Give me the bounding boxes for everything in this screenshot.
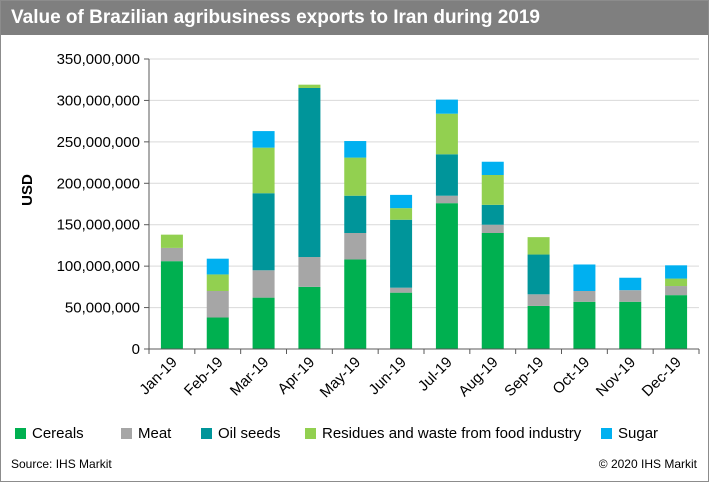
x-tick-label: Jan-19 — [136, 354, 180, 398]
bar-meat-jul-19 — [435, 195, 458, 204]
legend-swatch — [121, 428, 132, 439]
bar-oil-seeds-sep-19 — [527, 254, 550, 295]
legend-label: Residues and waste from food industry — [322, 425, 582, 442]
x-tick-label: Feb-19 — [181, 354, 227, 400]
bar-cereals-feb-19 — [206, 317, 229, 349]
bar-cereals-nov-19 — [619, 301, 642, 349]
x-tick-label: Mar-19 — [227, 354, 273, 400]
x-tick-label: Oct-19 — [549, 354, 593, 398]
x-tick-label: Aug-19 — [455, 354, 501, 400]
x-tick-label: Nov-19 — [593, 354, 639, 400]
bar-oil-seeds-aug-19 — [481, 204, 504, 225]
bar-meat-jun-19 — [390, 287, 413, 293]
legend-swatch — [601, 428, 612, 439]
bar-cereals-apr-19 — [298, 286, 321, 349]
bar-meat-dec-19 — [665, 286, 688, 296]
legend-swatch — [201, 428, 212, 439]
bar-meat-mar-19 — [252, 270, 275, 298]
bar-residues-and-waste-from-food-industry-feb-19 — [206, 274, 229, 291]
bar-residues-and-waste-from-food-industry-sep-19 — [527, 237, 550, 255]
legend-item-meat: Meat — [121, 425, 171, 442]
legend-swatch — [15, 428, 26, 439]
y-tick-label: 250,000,000 — [57, 134, 140, 151]
bar-meat-jan-19 — [160, 247, 183, 262]
x-tick-label: May-19 — [317, 354, 364, 401]
y-tick-label: 100,000,000 — [57, 258, 140, 275]
legend-item-oil-seeds: Oil seeds — [201, 425, 281, 442]
bar-sugar-feb-19 — [206, 258, 229, 275]
bar-cereals-jul-19 — [435, 203, 458, 349]
bar-meat-may-19 — [344, 233, 367, 260]
bar-sugar-may-19 — [344, 141, 367, 158]
bar-meat-nov-19 — [619, 290, 642, 302]
bar-sugar-oct-19 — [573, 264, 596, 291]
bar-sugar-aug-19 — [481, 161, 504, 175]
bar-residues-and-waste-from-food-industry-aug-19 — [481, 175, 504, 205]
x-tick-label: Dec-19 — [639, 354, 685, 400]
legend-swatch — [305, 428, 316, 439]
bar-sugar-nov-19 — [619, 277, 642, 291]
bar-cereals-oct-19 — [573, 301, 596, 349]
y-tick-label: 50,000,000 — [65, 300, 140, 317]
bar-oil-seeds-apr-19 — [298, 88, 321, 258]
bar-residues-and-waste-from-food-industry-may-19 — [344, 157, 367, 196]
chart-title: Value of Brazilian agribusiness exports … — [11, 7, 540, 28]
bar-meat-oct-19 — [573, 291, 596, 302]
bar-residues-and-waste-from-food-industry-jun-19 — [390, 208, 413, 220]
legend-label: Sugar — [618, 425, 659, 442]
bar-residues-and-waste-from-food-industry-jul-19 — [435, 113, 458, 155]
legend-item-sugar: Sugar — [601, 425, 658, 442]
bar-meat-aug-19 — [481, 224, 504, 233]
bar-sugar-jul-19 — [435, 99, 458, 114]
bars — [160, 84, 688, 349]
legend: Cereals Meat Oil seeds Residues and waste f… — [15, 425, 705, 447]
bar-meat-apr-19 — [298, 257, 321, 287]
bar-cereals-may-19 — [344, 259, 367, 349]
stacked-bar-chart: 0 50,000,000 100,000,000 150,000,000 200,000… — [19, 51, 700, 401]
legend-label: Meat — [138, 425, 172, 442]
bar-cereals-aug-19 — [481, 233, 504, 349]
title-bar: Value of Brazilian agribusiness exports … — [1, 1, 708, 35]
y-tick-label: 350,000,000 — [57, 51, 140, 68]
bar-residues-and-waste-from-food-industry-apr-19 — [298, 84, 321, 88]
bar-oil-seeds-jul-19 — [435, 154, 458, 196]
bar-cereals-jun-19 — [390, 292, 413, 349]
legend-label: Oil seeds — [218, 425, 281, 442]
source-note: Source: IHS Markit — [11, 457, 112, 471]
copyright-note: © 2020 IHS Markit — [598, 457, 697, 471]
bar-residues-and-waste-from-food-industry-mar-19 — [252, 147, 275, 194]
bar-sugar-dec-19 — [665, 265, 688, 279]
bar-cereals-sep-19 — [527, 305, 550, 349]
legend-item-residues-and-waste-from-food-industry: Residues and waste from food industry — [305, 425, 581, 442]
legend-item-cereals: Cereals — [15, 425, 84, 442]
bar-cereals-mar-19 — [252, 297, 275, 349]
bar-cereals-dec-19 — [665, 295, 688, 349]
x-tick-label: Sep-19 — [501, 354, 547, 400]
bar-residues-and-waste-from-food-industry-dec-19 — [665, 278, 688, 287]
x-tick-label: Apr-19 — [274, 354, 318, 398]
bar-meat-feb-19 — [206, 291, 229, 318]
bar-sugar-jun-19 — [390, 194, 413, 209]
y-tick-label: 200,000,000 — [57, 175, 140, 192]
bar-oil-seeds-mar-19 — [252, 193, 275, 271]
y-axis: 0 50,000,000 100,000,000 150,000,000 200,000… — [57, 51, 150, 358]
legend-label: Cereals — [32, 425, 84, 442]
y-tick-label: 300,000,000 — [57, 92, 140, 109]
x-tick-label: Jul-19 — [415, 354, 456, 395]
bar-oil-seeds-may-19 — [344, 195, 367, 233]
gridlines — [149, 58, 699, 309]
bar-sugar-mar-19 — [252, 131, 275, 148]
y-axis-label: USD — [19, 174, 36, 206]
y-tick-label: 150,000,000 — [57, 217, 140, 234]
bar-residues-and-waste-from-food-industry-jan-19 — [160, 234, 183, 248]
bar-meat-sep-19 — [527, 294, 550, 306]
bar-cereals-jan-19 — [160, 261, 183, 349]
y-tick-label: 0 — [132, 341, 140, 358]
x-tick-label: Jun-19 — [365, 354, 409, 398]
bar-oil-seeds-jun-19 — [390, 219, 413, 288]
